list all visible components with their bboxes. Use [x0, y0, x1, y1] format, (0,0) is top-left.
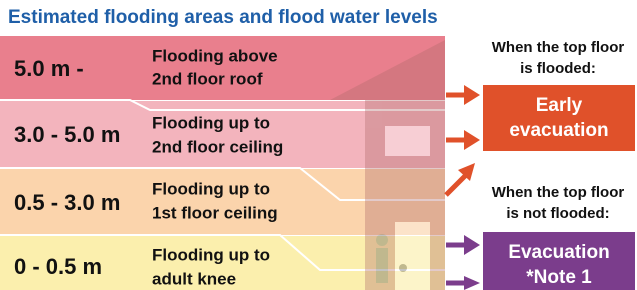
condition: is not flooded:: [506, 205, 609, 222]
action: Evacuation: [508, 242, 609, 263]
arrows-purple: [446, 235, 480, 290]
level-description: Flooding above: [152, 46, 278, 65]
level-description: 2nd floor roof: [152, 69, 263, 88]
infographic: Estimated flooding areas and flood water…: [0, 0, 637, 290]
arrows-orange: [446, 85, 480, 195]
action: Early: [536, 95, 583, 116]
level-description: Flooding up to: [152, 113, 270, 132]
level-description: Flooding up to: [152, 179, 270, 198]
level-range: 3.0 - 5.0 m: [14, 122, 120, 147]
action: evacuation: [509, 120, 608, 141]
level-range: 0.5 - 3.0 m: [14, 190, 120, 215]
title: Estimated flooding areas and flood water…: [8, 7, 438, 28]
condition: is flooded:: [520, 60, 596, 77]
level-description: adult knee: [152, 269, 236, 288]
level-description: Flooding up to: [152, 245, 270, 264]
level-range: 0 - 0.5 m: [14, 254, 102, 279]
action: *Note 1: [526, 267, 592, 288]
level-description: 2nd floor ceiling: [152, 137, 283, 156]
level-description: 1st floor ceiling: [152, 203, 278, 222]
level-range: 5.0 m -: [14, 56, 84, 81]
condition: When the top floor: [492, 39, 625, 56]
condition: When the top floor: [492, 184, 625, 201]
